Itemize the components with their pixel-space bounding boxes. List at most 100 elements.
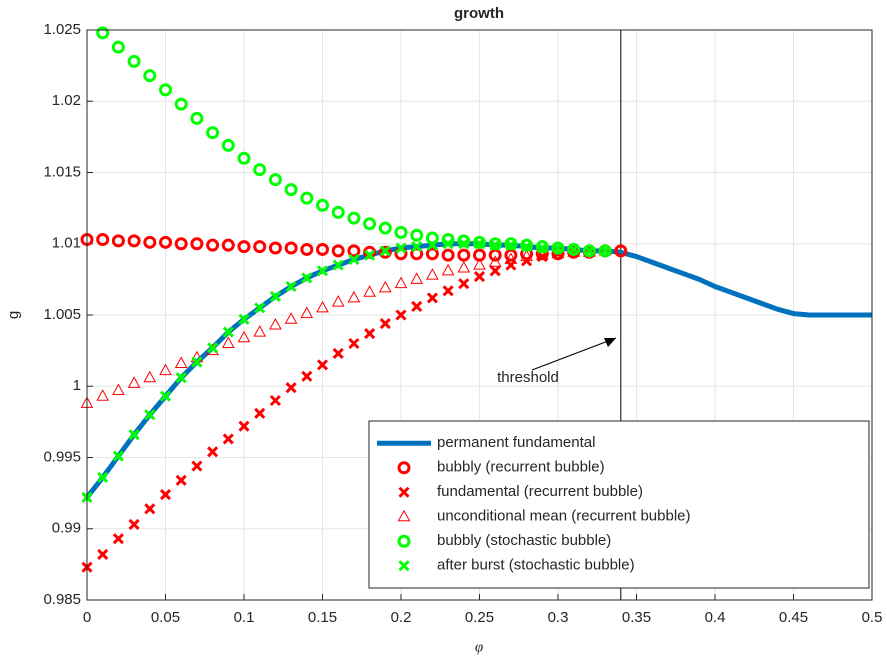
triangle-marker <box>410 272 424 284</box>
x-marker <box>442 285 454 297</box>
circle-marker <box>206 126 220 140</box>
x-marker <box>395 242 407 254</box>
triangle-marker <box>127 376 141 388</box>
x-marker <box>128 518 140 531</box>
circle-marker <box>206 238 220 252</box>
circle-marker <box>268 173 282 187</box>
triangle-marker <box>159 363 172 376</box>
circle-marker <box>331 205 345 219</box>
x-marker <box>269 290 281 303</box>
x-marker <box>112 533 124 545</box>
x-marker <box>316 359 329 371</box>
circle-marker <box>190 237 204 251</box>
circle-marker <box>347 211 361 225</box>
circle-marker <box>174 97 188 111</box>
x-marker <box>97 548 109 560</box>
triangle-marker <box>535 248 549 260</box>
circle-marker <box>425 247 439 261</box>
x-marker <box>207 342 219 354</box>
y-tick-label: 1.015 <box>43 163 81 180</box>
x-marker <box>128 429 140 441</box>
legend-label: after burst (stochastic bubble) <box>437 557 635 574</box>
circle-marker <box>300 242 314 256</box>
x-axis-label: φ <box>475 639 483 655</box>
circle-marker <box>159 83 172 97</box>
circle-marker <box>441 248 455 262</box>
chart-title: growth <box>454 5 504 22</box>
x-marker <box>222 326 234 338</box>
x-tick-label: 0.25 <box>465 609 494 626</box>
circle-marker <box>96 232 110 246</box>
triangle-marker <box>394 276 408 289</box>
x-marker <box>442 238 454 250</box>
x-marker <box>191 460 203 472</box>
x-marker <box>97 471 109 484</box>
x-marker <box>505 239 517 251</box>
circle-marker <box>316 242 329 256</box>
x-marker <box>411 300 423 313</box>
x-tick-label: 0.35 <box>622 609 651 626</box>
circle-marker <box>300 191 314 205</box>
x-marker <box>112 450 124 462</box>
x-tick-label: 0.4 <box>705 609 726 626</box>
circle-marker <box>410 228 424 242</box>
axes-box <box>86 29 873 601</box>
circle-marker <box>221 238 235 252</box>
triangle-marker <box>426 268 439 280</box>
circle-marker <box>394 225 408 239</box>
legend-box <box>368 420 870 589</box>
triangle-marker <box>253 325 267 337</box>
x-marker <box>269 394 281 407</box>
triangle-marker <box>441 263 455 276</box>
arrow-head <box>604 338 616 347</box>
x-marker <box>489 265 501 277</box>
x-marker <box>254 302 266 314</box>
x-marker <box>159 390 172 402</box>
x-marker <box>159 488 172 501</box>
legend-label: bubbly (stochastic bubble) <box>437 532 611 549</box>
legend-label: fundamental (recurrent bubble) <box>437 483 643 500</box>
triangle-marker <box>237 330 251 343</box>
circle-marker <box>378 245 392 259</box>
circle-marker <box>488 248 502 262</box>
triangle-marker <box>112 383 125 396</box>
x-marker <box>473 238 486 250</box>
x-marker <box>398 486 410 498</box>
x-marker <box>348 337 360 350</box>
circle-marker <box>111 234 125 248</box>
circle-marker <box>127 54 141 68</box>
x-marker <box>473 270 486 283</box>
circle-marker <box>253 163 267 177</box>
circle-marker <box>174 237 188 251</box>
circle-marker <box>582 244 596 258</box>
x-marker <box>301 272 313 284</box>
y-tick-label: 1 <box>73 377 81 394</box>
x-tick-label: 0.15 <box>308 609 337 626</box>
circle-marker <box>535 240 549 254</box>
x-marker <box>364 249 376 261</box>
legend-label: unconditional mean (recurrent bubble) <box>437 508 690 525</box>
circle-marker <box>143 69 157 83</box>
x-marker <box>552 242 564 254</box>
circle-marker <box>331 244 345 258</box>
circle-marker <box>551 241 565 255</box>
x-marker <box>568 243 580 256</box>
x-marker <box>398 560 410 572</box>
circle-marker <box>190 111 204 125</box>
circle-marker <box>520 238 534 252</box>
circle-marker <box>457 248 471 262</box>
circle-marker <box>127 234 141 248</box>
circle-marker <box>488 237 502 251</box>
triangle-marker <box>96 389 110 401</box>
triangle-marker <box>520 249 533 262</box>
circle-marker <box>316 198 329 212</box>
triangle-marker <box>174 356 188 368</box>
x-marker <box>426 239 438 251</box>
triangle-marker <box>363 285 376 297</box>
triangle-marker <box>347 290 361 303</box>
x-tick-label: 0.2 <box>391 609 412 626</box>
x-marker <box>489 239 501 251</box>
circle-marker <box>284 241 298 255</box>
circle-marker <box>221 138 235 152</box>
